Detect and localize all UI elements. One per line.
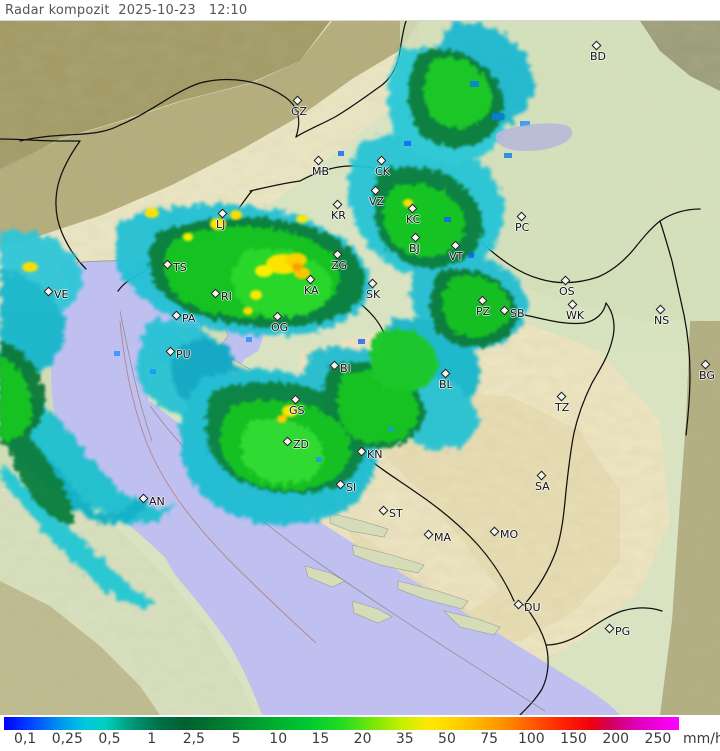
legend-tick: 20 bbox=[353, 731, 372, 747]
place-label: KN bbox=[367, 448, 383, 461]
window-title: Radar kompozit 2025-10-23 12:10 bbox=[5, 2, 248, 18]
legend-tick: 35 bbox=[395, 731, 414, 747]
legend-tick: 200 bbox=[602, 731, 630, 747]
radar-map[interactable]: BD GZ MB CK VZ KR KC PC BJ VT LJ TS ZG KA SK OS RI PZ SB WK… bbox=[0, 21, 720, 715]
legend-tick: 100 bbox=[517, 731, 545, 747]
radar-map-canvas bbox=[0, 21, 720, 715]
place-label: TZ bbox=[555, 401, 570, 414]
place-label: OS bbox=[559, 285, 575, 298]
place-label: GZ bbox=[291, 105, 308, 118]
place-label: PU bbox=[176, 348, 191, 361]
legend-tick: 50 bbox=[438, 731, 456, 747]
legend-tick: 0,1 bbox=[13, 731, 37, 747]
legend-colorbar bbox=[4, 717, 679, 730]
legend-tick: 1 bbox=[147, 731, 157, 747]
place-label: BI bbox=[340, 362, 351, 375]
place-label: PG bbox=[615, 625, 631, 638]
place-label: KA bbox=[304, 284, 319, 297]
place-label: ZG bbox=[331, 259, 348, 272]
place-label: BJ bbox=[409, 242, 420, 255]
place-label: KR bbox=[331, 209, 346, 222]
place-label: PA bbox=[182, 312, 196, 325]
place-label: TS bbox=[173, 261, 187, 274]
legend-tick: 2,5 bbox=[182, 731, 205, 747]
place-label: SK bbox=[366, 288, 381, 301]
place-label: LJ bbox=[216, 218, 226, 231]
place-label: VZ bbox=[369, 195, 385, 208]
place-label: BD bbox=[590, 50, 607, 63]
place-label: NS bbox=[654, 314, 670, 327]
place-label: CK bbox=[375, 165, 390, 178]
legend-tick-labels: 0,1 0,25 0,5 1 2,5 5 10 15 20 35 50 75 100 150 200 250 bbox=[0, 731, 720, 751]
place-label: OG bbox=[271, 321, 289, 334]
intensity-legend: 0,1 0,25 0,5 1 2,5 5 10 15 20 35 50 75 100 150 200 250 … bbox=[0, 715, 720, 751]
place-label: MB bbox=[312, 165, 330, 178]
legend-tick: 150 bbox=[560, 731, 587, 747]
place-label: SB bbox=[510, 307, 525, 320]
place-label: BL bbox=[439, 378, 453, 391]
place-label: ZD bbox=[293, 438, 310, 451]
legend-tick: 0,5 bbox=[98, 731, 121, 747]
place-label: PZ bbox=[476, 305, 491, 318]
place-label: KC bbox=[406, 213, 421, 226]
place-label: VE bbox=[54, 288, 69, 301]
place-label: PC bbox=[515, 221, 530, 234]
place-label: SI bbox=[346, 481, 357, 494]
place-label: VT bbox=[449, 250, 464, 263]
window-titlebar: Radar kompozit 2025-10-23 12:10 bbox=[0, 0, 720, 21]
place-label: RI bbox=[221, 290, 232, 303]
place-label: MO bbox=[500, 528, 519, 541]
place-label: ST bbox=[389, 507, 403, 520]
place-label: GS bbox=[289, 404, 305, 417]
legend-tick: 5 bbox=[231, 731, 241, 747]
place-label: BG bbox=[699, 369, 715, 382]
place-label: MA bbox=[434, 531, 452, 544]
legend-unit-label: mm/h bbox=[683, 731, 720, 747]
place-label: DU bbox=[524, 601, 541, 614]
place-label: SA bbox=[535, 480, 550, 493]
legend-tick: 0,25 bbox=[51, 731, 83, 747]
legend-tick: 10 bbox=[269, 731, 288, 747]
legend-tick: 250 bbox=[644, 731, 672, 747]
legend-tick: 15 bbox=[311, 731, 330, 747]
place-label: WK bbox=[566, 309, 585, 322]
legend-tick: 75 bbox=[480, 731, 499, 747]
place-label: AN bbox=[149, 495, 165, 508]
